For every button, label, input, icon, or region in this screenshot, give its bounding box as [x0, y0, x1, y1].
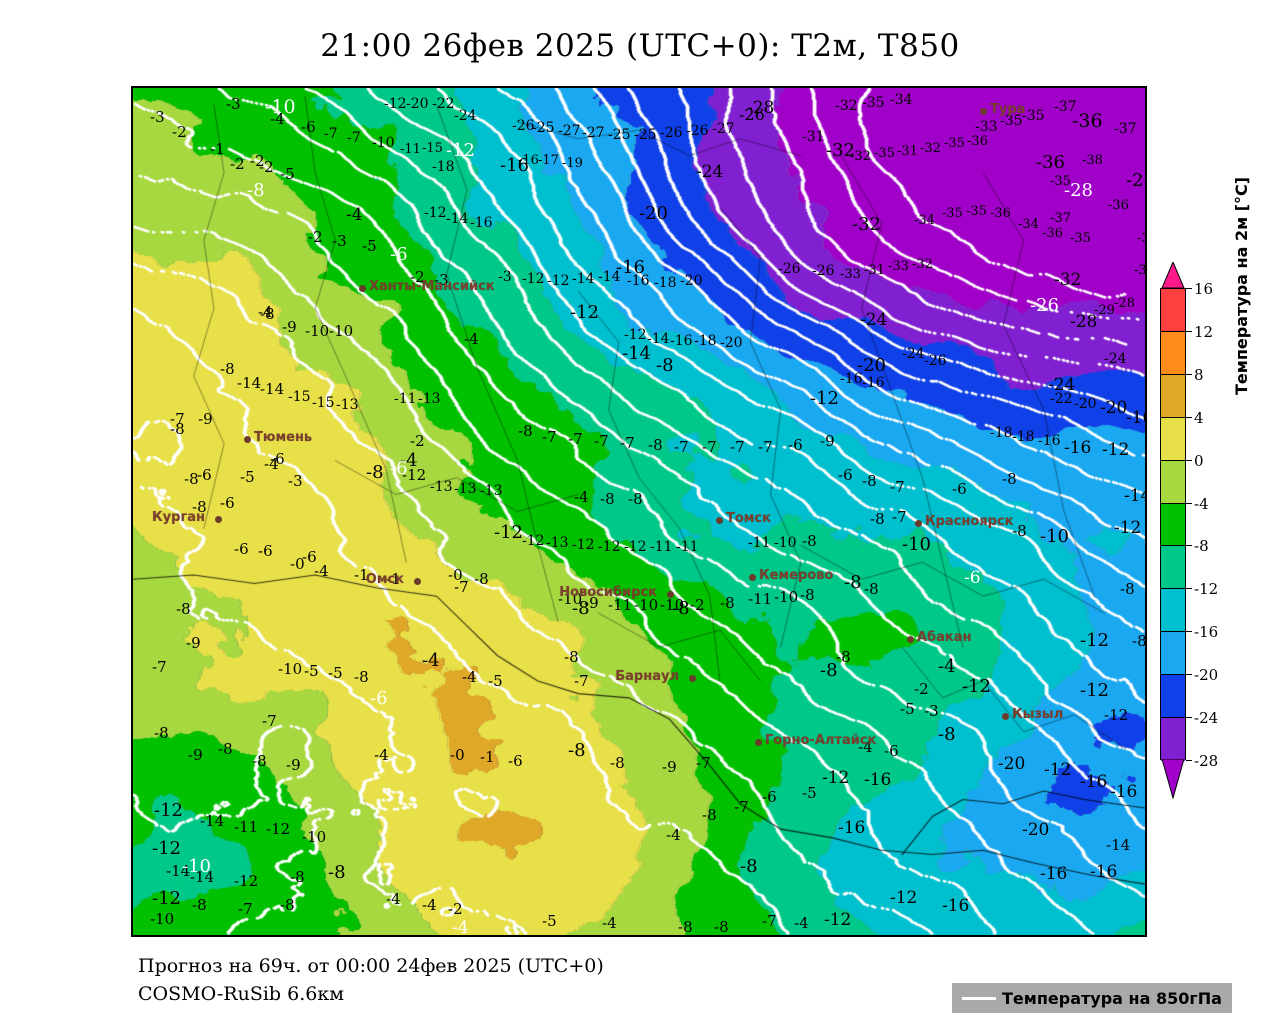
colorbar-segment	[1161, 632, 1185, 676]
colorbar-segment	[1161, 289, 1185, 332]
footer-text: Прогноз на 69ч. от 00:00 24фев 2025 (UTC…	[138, 952, 604, 1008]
colorbar-tick-label: 4	[1194, 408, 1204, 427]
colorbar-tick-label: 8	[1194, 365, 1204, 384]
colorbar-segments	[1160, 288, 1186, 761]
colorbar-segment	[1161, 589, 1185, 633]
contour-legend: Температура на 850гПа	[952, 983, 1232, 1013]
colorbar-tick-label: 0	[1194, 451, 1204, 470]
colorbar-tick-label: 16	[1194, 280, 1214, 298]
colorbar-tick-label: -20	[1194, 666, 1219, 685]
colorbar-tick	[1186, 373, 1192, 375]
colorbar-tick	[1186, 631, 1192, 633]
colorbar-tick-label: -4	[1194, 494, 1209, 513]
colorbar-segment	[1161, 718, 1185, 761]
colorbar-segment	[1161, 374, 1185, 418]
map-frame[interactable]: -3 -3 -10 -2 -4 -12 -20 -22 -24 -6 -7 -7 -10 -11 -15 -1…	[131, 86, 1147, 937]
colorbar-tick-label: -24	[1194, 709, 1219, 728]
colorbar-under-arrow	[1160, 758, 1186, 800]
colorbar-over-arrow	[1160, 260, 1186, 289]
colorbar-tick	[1186, 588, 1192, 590]
colorbar-tick	[1186, 717, 1192, 719]
colorbar-segment	[1161, 503, 1185, 547]
colorbar-tick-label: -16	[1194, 623, 1219, 642]
colorbar-tick-label: -28	[1194, 752, 1219, 770]
contour-line-swatch	[962, 996, 996, 1000]
colorbar-tick	[1186, 330, 1192, 332]
colorbar-tick	[1186, 545, 1192, 547]
colorbar: 16 12 8 4 0 -4 -8 -12 -16 -20 -24 -28	[1158, 260, 1218, 800]
colorbar-segment	[1161, 460, 1185, 504]
colorbar-tick	[1186, 502, 1192, 504]
forecast-info: Прогноз на 69ч. от 00:00 24фев 2025 (UTC…	[138, 955, 604, 977]
colorbar-tick-label: 12	[1194, 322, 1214, 341]
colorbar-tick	[1186, 760, 1192, 761]
model-info: COSMO-RuSib 6.6км	[138, 983, 344, 1005]
contour-legend-label: Температура на 850гПа	[1002, 988, 1222, 1008]
colorbar-tick	[1186, 459, 1192, 461]
colorbar-segment	[1161, 331, 1185, 375]
colorbar-tick-label: -12	[1194, 580, 1219, 599]
page-title: 21:00 26фев 2025 (UTC+0): T2м, T850	[320, 28, 960, 64]
colorbar-tick	[1186, 416, 1192, 418]
colorbar-segment	[1161, 546, 1185, 590]
colorbar-segment	[1161, 417, 1185, 461]
colorbar-tick-label: -8	[1194, 537, 1209, 556]
colorbar-tick	[1186, 674, 1192, 676]
colorbar-segment	[1161, 675, 1185, 719]
colorbar-axis-title: Температура на 2м [°C]	[1232, 176, 1251, 395]
temperature-field-canvas	[133, 88, 1145, 935]
colorbar-tick	[1186, 288, 1192, 289]
